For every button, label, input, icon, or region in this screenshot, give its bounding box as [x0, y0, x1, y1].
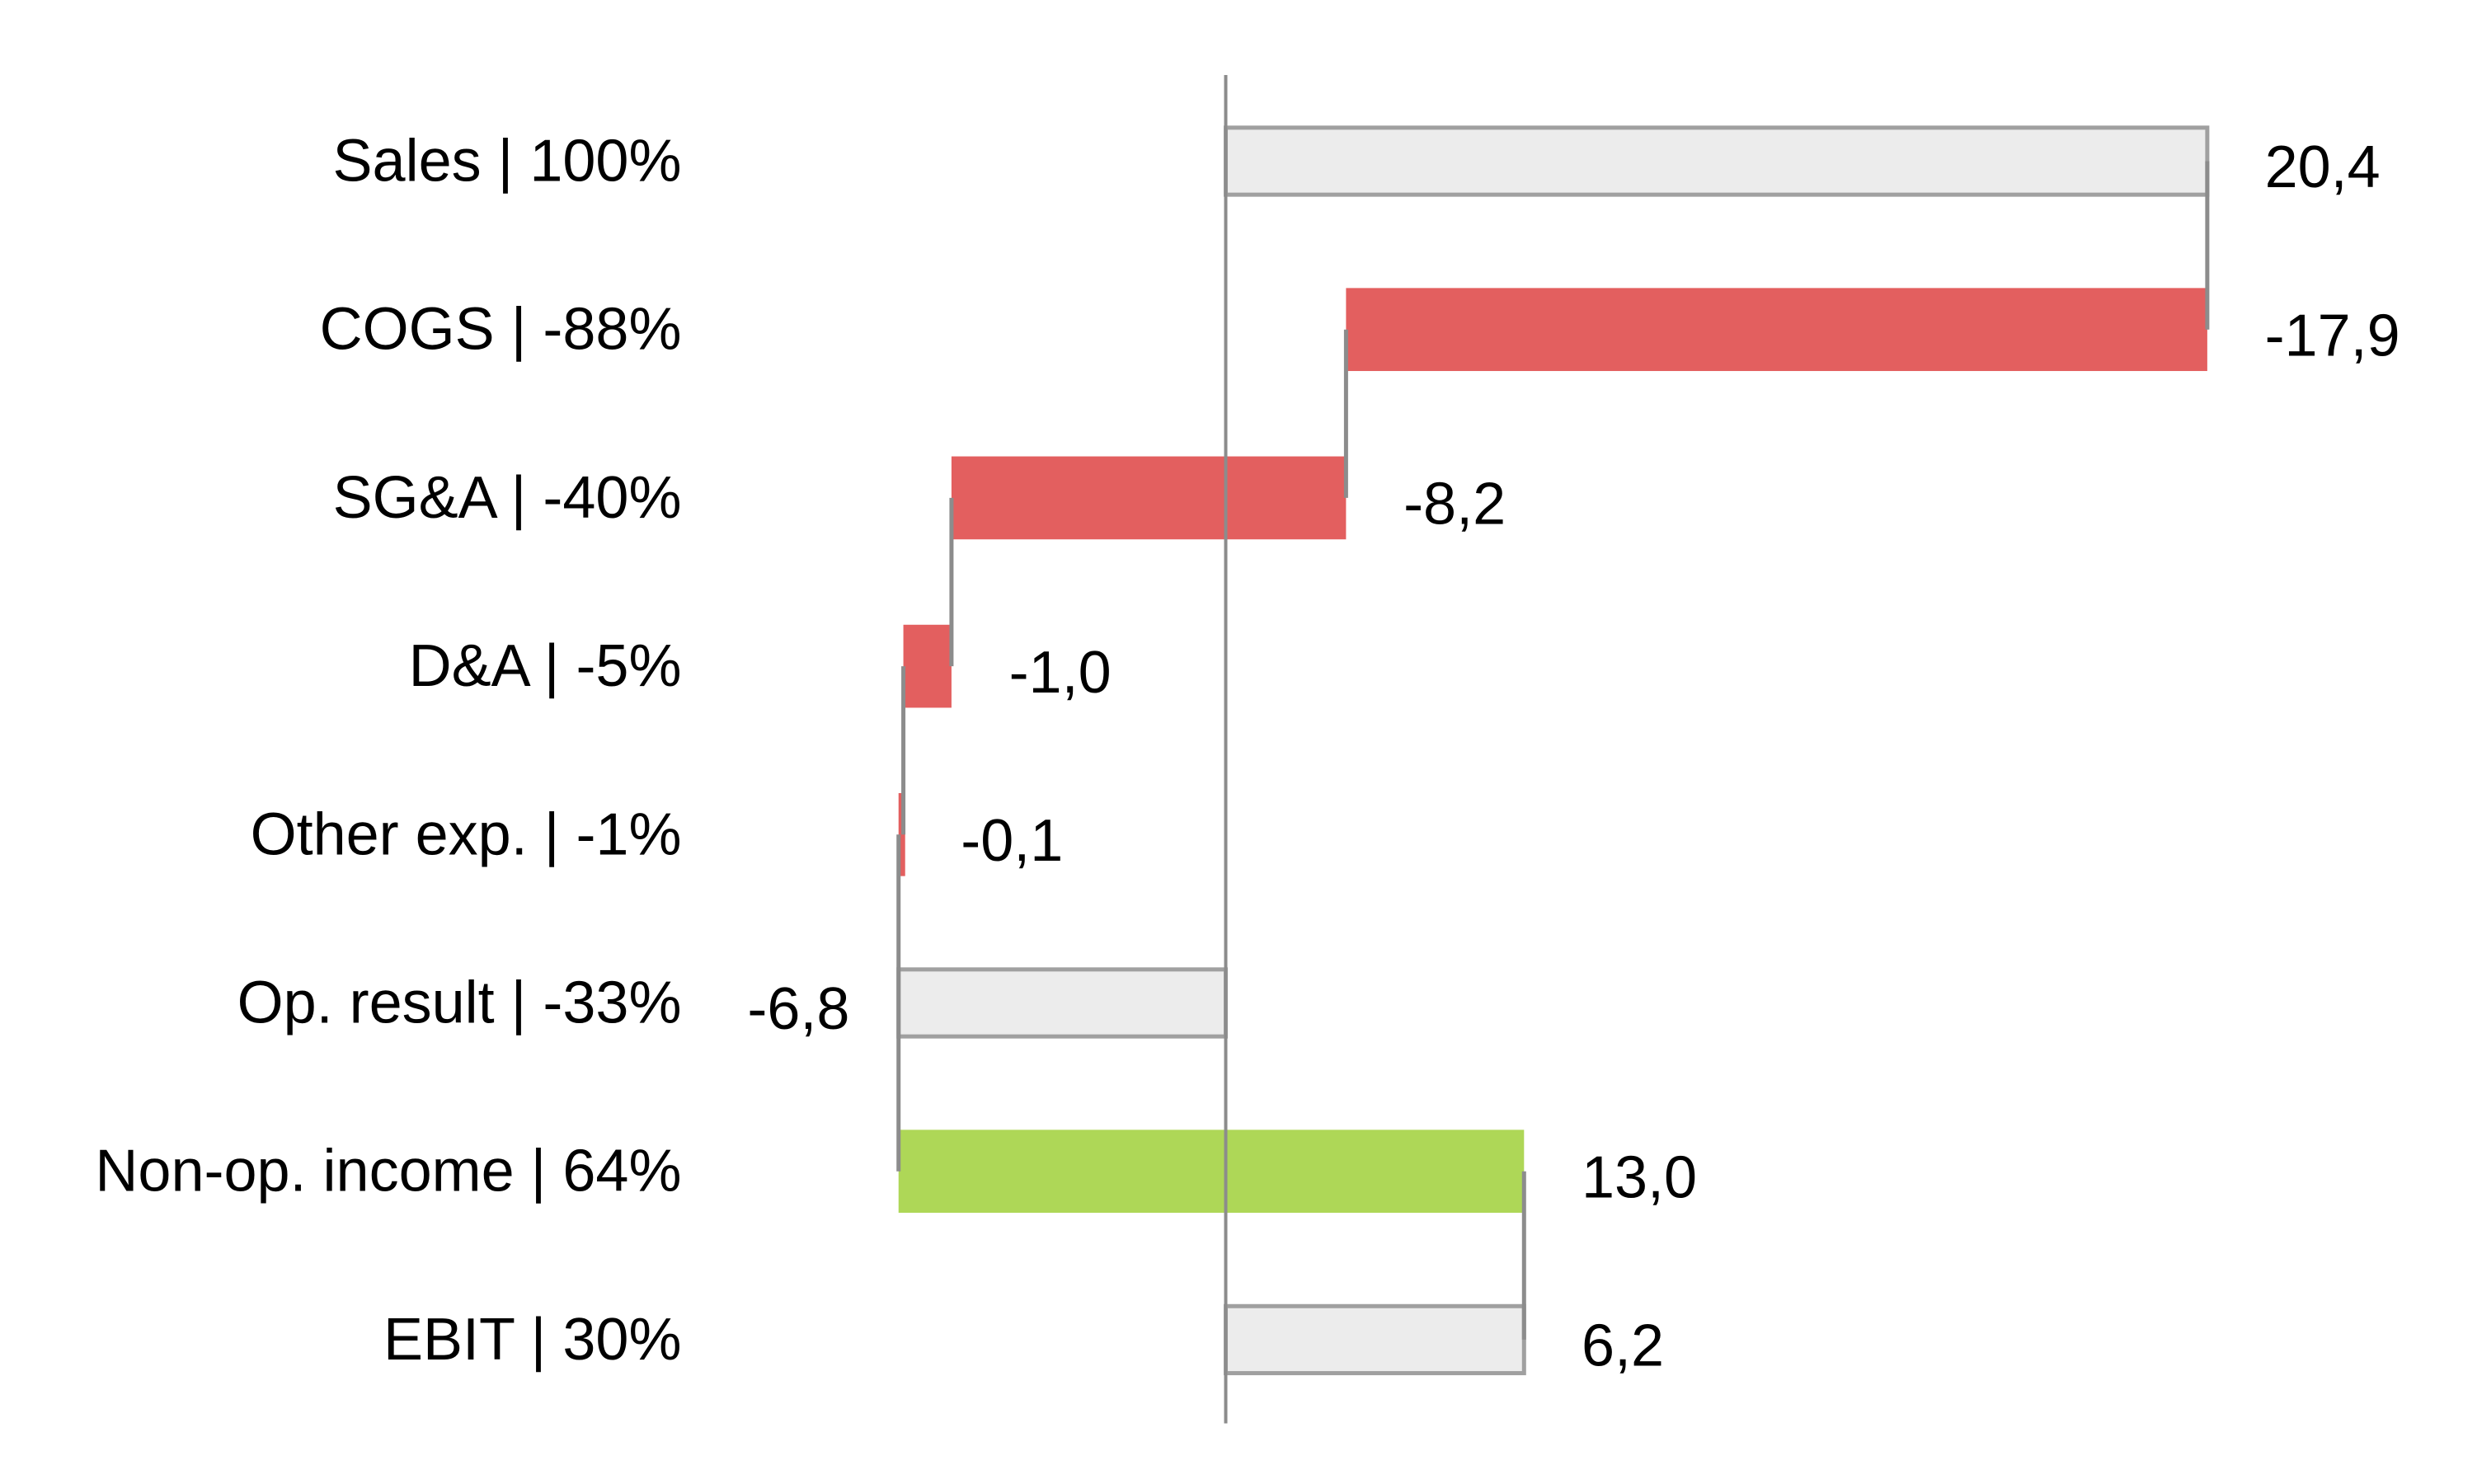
category-label: Other exp. | -1%	[251, 801, 682, 867]
value-label: 6,2	[1582, 1313, 1664, 1379]
bar-delta-cogs	[1346, 288, 2207, 372]
value-label: -17,9	[2265, 303, 2400, 369]
bars-group	[896, 125, 2210, 1376]
bar-delta-d-a	[903, 624, 952, 708]
category-label: Op. result | -33%	[237, 970, 682, 1036]
category-label: Sales | 100%	[333, 128, 682, 194]
category-label: COGS | -88%	[320, 297, 682, 363]
value-labels-group: 20,4 -17,9 -8,2 -1,0 -0,1 -6,8 13,0 6,2	[747, 134, 2399, 1378]
category-labels-group: Sales | 100% COGS | -88% SG&A | -40% D&A | …	[95, 128, 681, 1372]
bar-delta-sg-a	[951, 456, 1347, 540]
connectors-group	[896, 161, 2210, 1340]
bar-delta-non-op-income	[898, 1129, 1525, 1214]
bar-total-sales	[1224, 125, 2210, 197]
value-label: -6,8	[747, 976, 849, 1042]
bar-total-op-result	[896, 967, 1229, 1039]
category-label: SG&A | -40%	[333, 465, 682, 531]
category-label: D&A | -5%	[409, 633, 682, 699]
category-label: Non-op. income | 64%	[95, 1139, 681, 1205]
value-label: -1,0	[1009, 640, 1112, 706]
value-label: 20,4	[2265, 134, 2381, 200]
value-label: 13,0	[1582, 1144, 1697, 1210]
value-label: -0,1	[961, 808, 1063, 874]
bar-total-ebit	[1224, 1303, 1526, 1376]
value-label: -8,2	[1403, 472, 1506, 538]
category-label: EBIT | 30%	[383, 1307, 682, 1373]
